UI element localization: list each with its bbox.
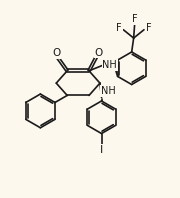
Text: O: O xyxy=(52,48,60,58)
Text: F: F xyxy=(146,23,151,33)
Text: F: F xyxy=(116,23,122,33)
Text: F: F xyxy=(132,14,138,24)
Text: O: O xyxy=(94,48,103,58)
Text: I: I xyxy=(100,145,103,155)
Text: NH: NH xyxy=(102,60,117,70)
Text: NH: NH xyxy=(101,86,116,96)
